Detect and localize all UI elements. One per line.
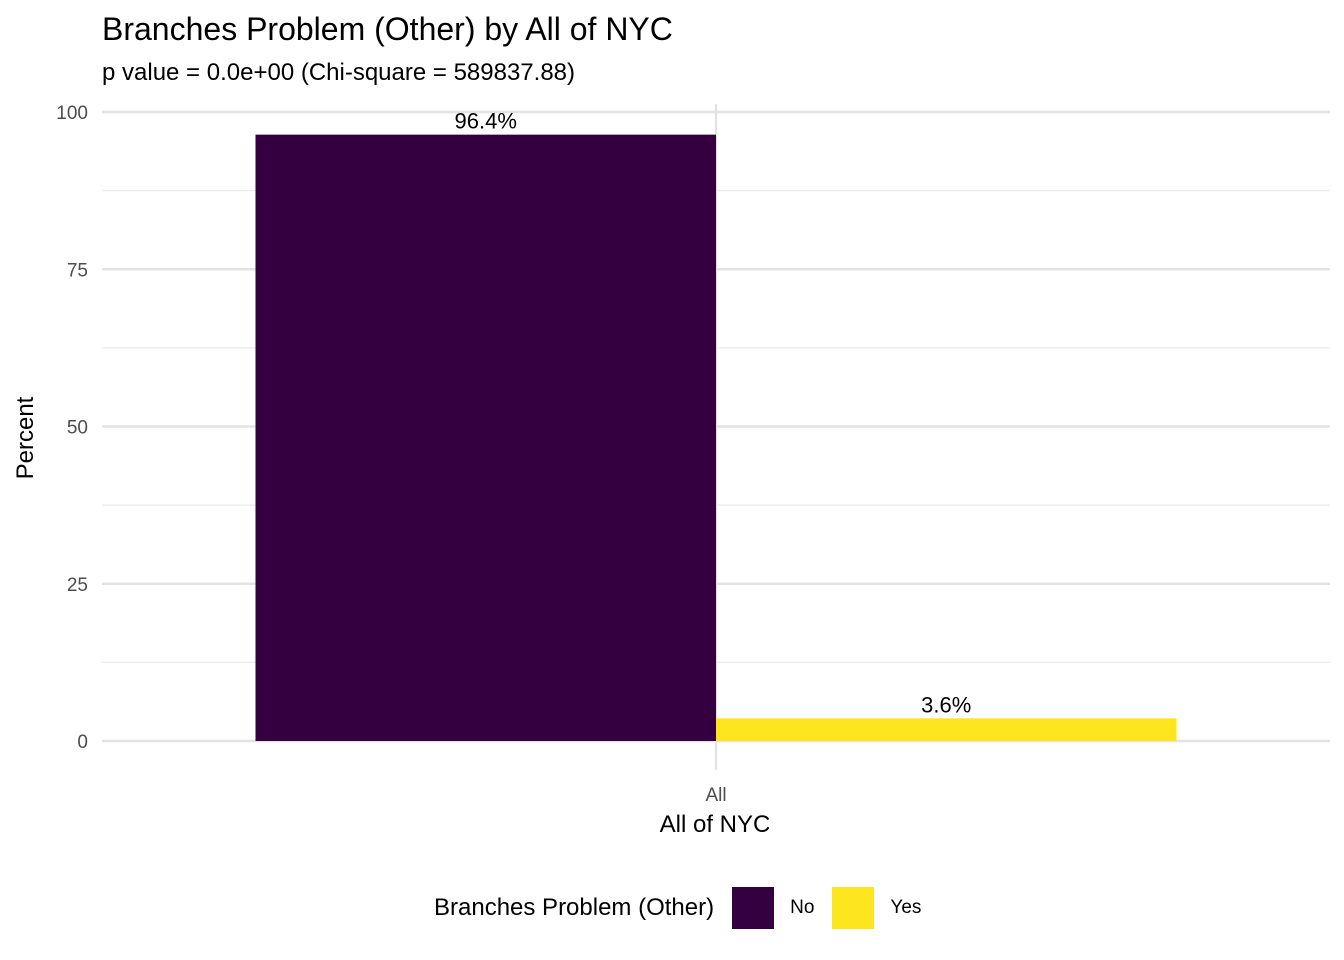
legend-swatch-no <box>732 887 775 929</box>
legend-title: Branches Problem (Other) <box>434 894 715 921</box>
y-tick-label: 0 <box>77 732 88 753</box>
legend-label-no: No <box>790 897 815 918</box>
bar-yes <box>716 718 1177 741</box>
data-label-no: 96.4% <box>455 109 517 134</box>
y-tick-label: 75 <box>67 260 88 281</box>
x-axis-label: All of NYC <box>659 811 771 838</box>
chart-subtitle: p value = 0.0e+00 (Chi-square = 589837.8… <box>102 59 576 86</box>
y-tick-label: 25 <box>67 575 88 596</box>
legend-label-yes: Yes <box>890 897 922 918</box>
legend-item-no: No <box>732 887 814 929</box>
chart-title: Branches Problem (Other) by All of NYC <box>102 11 673 47</box>
legend: Branches Problem (Other) No Yes <box>434 886 939 930</box>
bar-no <box>255 134 716 742</box>
y-tick-label: 50 <box>67 418 88 439</box>
y-tick-label: 100 <box>56 103 88 124</box>
x-tick-label: All <box>705 785 726 806</box>
legend-swatch-yes <box>832 887 875 929</box>
data-label-yes: 3.6% <box>921 692 971 717</box>
legend-item-yes: Yes <box>832 887 921 929</box>
